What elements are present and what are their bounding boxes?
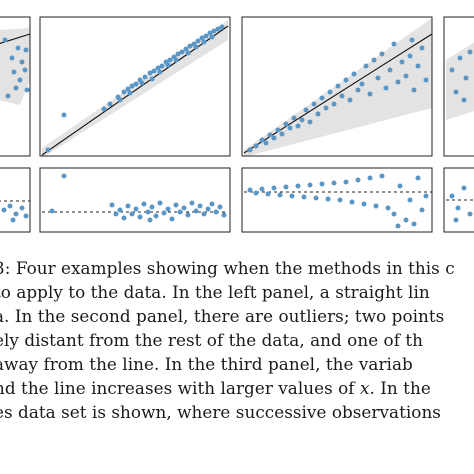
figure [0,16,474,233]
panel-2-points [45,24,225,153]
panel-3-points [247,37,429,153]
panel-1-residuals [0,167,31,233]
caption-line-4: ely distant from the rest of the data, a… [0,330,424,350]
caption-line-7: es data set is shown, where successive o… [0,402,441,422]
panel-4-main [443,16,474,157]
caption-line-6: nd the line increases with larger values… [0,378,431,398]
caption-line-2: to apply to the data. In the left panel,… [0,282,430,302]
panel-1-main [0,16,31,157]
panel-4-points [449,49,473,103]
panel-2-residual-points [49,173,227,223]
caption-line-1: 3: Four examples showing when the method… [0,258,455,278]
panel-2-residuals [39,167,231,233]
panel-4-residuals [443,167,474,233]
panel-1-points [2,37,30,99]
panel-3-residuals [241,167,433,233]
panel-3-main [241,16,433,157]
caption-line-3: a. In the second panel, there are outlie… [0,306,445,326]
caption-line-5: away from the line. In the third panel, … [0,354,413,374]
panel-2-main [39,16,231,158]
figure-caption: 3: Four examples showing when the method… [0,250,474,474]
